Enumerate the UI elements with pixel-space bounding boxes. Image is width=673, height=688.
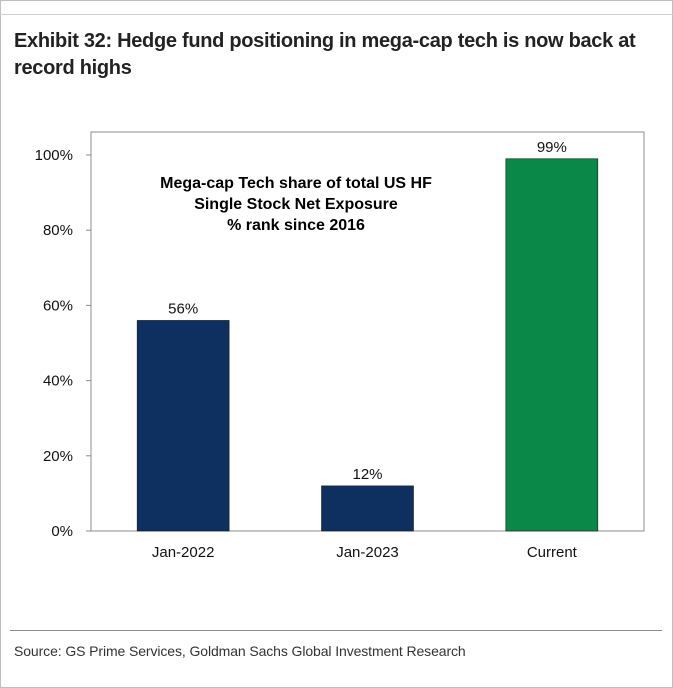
y-tick-label: 40% (43, 373, 73, 390)
x-axis: Jan-2022 Jan-2023 Current (152, 544, 578, 561)
y-axis: 0% 20% 40% 60% 80% 100% (35, 147, 91, 540)
annotation-line: Mega-cap Tech share of total US HF (160, 175, 432, 192)
annotation-line: Single Stock Net Exposure (194, 196, 398, 213)
y-tick-label: 60% (43, 297, 73, 314)
exhibit-title: Exhibit 32: Hedge fund positioning in me… (14, 30, 636, 79)
x-tick-label: Jan-2022 (152, 544, 215, 561)
bar-value-label: 56% (168, 300, 198, 317)
y-tick-label: 20% (43, 448, 73, 465)
bar-value-label: 12% (352, 466, 382, 483)
bottom-divider (10, 630, 662, 631)
data-labels: 56% 12% 99% (168, 139, 567, 483)
y-tick-label: 100% (35, 147, 73, 164)
x-tick-label: Jan-2023 (336, 544, 399, 561)
bar (136, 320, 230, 532)
annotation-line: % rank since 2016 (227, 217, 365, 234)
bar (505, 158, 599, 532)
source-note: Source: GS Prime Services, Goldman Sachs… (14, 643, 466, 659)
y-tick-label: 80% (43, 222, 73, 239)
bar (321, 485, 414, 532)
bars (136, 158, 599, 532)
x-tick-label: Current (527, 544, 578, 561)
chart-annotation: Mega-cap Tech share of total US HF Single… (160, 175, 432, 234)
y-tick-label: 0% (51, 523, 73, 540)
top-divider (0, 14, 673, 15)
bar-value-label: 99% (537, 139, 567, 156)
